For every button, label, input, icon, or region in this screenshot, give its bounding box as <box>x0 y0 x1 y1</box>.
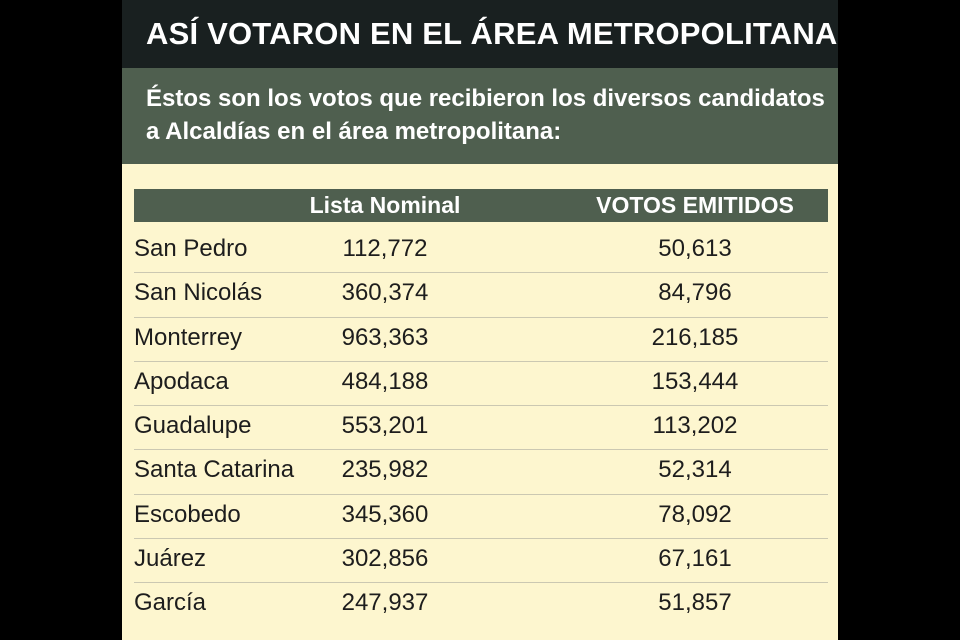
lista-nominal-value: 235,982 <box>341 456 429 484</box>
table-header: Lista Nominal VOTOS EMITIDOS <box>134 189 828 222</box>
city-name: Monterrey <box>134 323 243 351</box>
lista-nominal-value: 553,201 <box>341 412 429 440</box>
votos-emitidos-value: 113,202 <box>652 412 738 440</box>
lista-nominal-value: 360,374 <box>341 279 429 307</box>
city-name: García <box>134 589 207 617</box>
table-row: San Pedro 112,772 50,613 <box>134 229 828 274</box>
title-bar: ASÍ VOTARON EN EL ÁREA METROPOLITANA <box>122 0 838 68</box>
column-header-lista-nominal: Lista Nominal <box>309 192 461 218</box>
subtitle-bar: Éstos son los votos que recibieron los d… <box>122 68 838 164</box>
infographic-subtitle: Éstos son los votos que recibieron los d… <box>146 85 825 145</box>
votos-emitidos-value: 52,314 <box>658 456 732 484</box>
lista-nominal-value: 345,360 <box>341 500 429 528</box>
column-header-votos-emitidos: VOTOS EMITIDOS <box>596 192 794 218</box>
votos-emitidos-value: 67,161 <box>658 545 732 573</box>
city-name: Apodaca <box>134 367 229 395</box>
votos-emitidos-value: 216,185 <box>651 323 739 351</box>
infographic-card: ASÍ VOTARON EN EL ÁREA METROPOLITANA Ést… <box>122 0 838 640</box>
table-body: San Pedro 112,772 50,613 San Nicolás 360… <box>134 229 828 628</box>
city-name: San Pedro <box>134 235 248 262</box>
lista-nominal-value: 963,363 <box>341 323 429 351</box>
table-row: Apodaca 484,188 153,444 <box>134 362 828 407</box>
votos-emitidos-value: 84,796 <box>658 279 732 307</box>
table-row: San Nicolás 360,374 84,796 <box>134 273 828 318</box>
table-row: Santa Catarina 235,982 52,314 <box>134 450 828 495</box>
lista-nominal-value: 112,772 <box>342 235 428 262</box>
table-row: Monterrey 963,363 216,185 <box>134 318 828 362</box>
table-row: Juárez 302,856 67,161 <box>134 539 828 584</box>
city-name: Guadalupe <box>134 412 252 440</box>
votos-emitidos-value: 50,613 <box>658 235 732 262</box>
votos-emitidos-value: 51,857 <box>658 589 732 617</box>
votos-emitidos-value: 153,444 <box>651 367 739 395</box>
table-row: Escobedo 345,360 78,092 <box>134 495 828 540</box>
lista-nominal-value: 484,188 <box>341 367 429 395</box>
table-row: Guadalupe 553,201 113,202 <box>134 406 828 451</box>
city-name: Juárez <box>134 545 207 573</box>
city-name: San Nicolás <box>134 279 263 307</box>
city-name: Santa Catarina <box>134 456 295 484</box>
lista-nominal-value: 247,937 <box>341 589 429 617</box>
city-name: Escobedo <box>134 500 241 528</box>
infographic-title: ASÍ VOTARON EN EL ÁREA METROPOLITANA <box>146 16 838 51</box>
table-row: García 247,937 51,857 <box>134 583 828 627</box>
lista-nominal-value: 302,856 <box>341 545 429 573</box>
votos-emitidos-value: 78,092 <box>658 500 732 528</box>
